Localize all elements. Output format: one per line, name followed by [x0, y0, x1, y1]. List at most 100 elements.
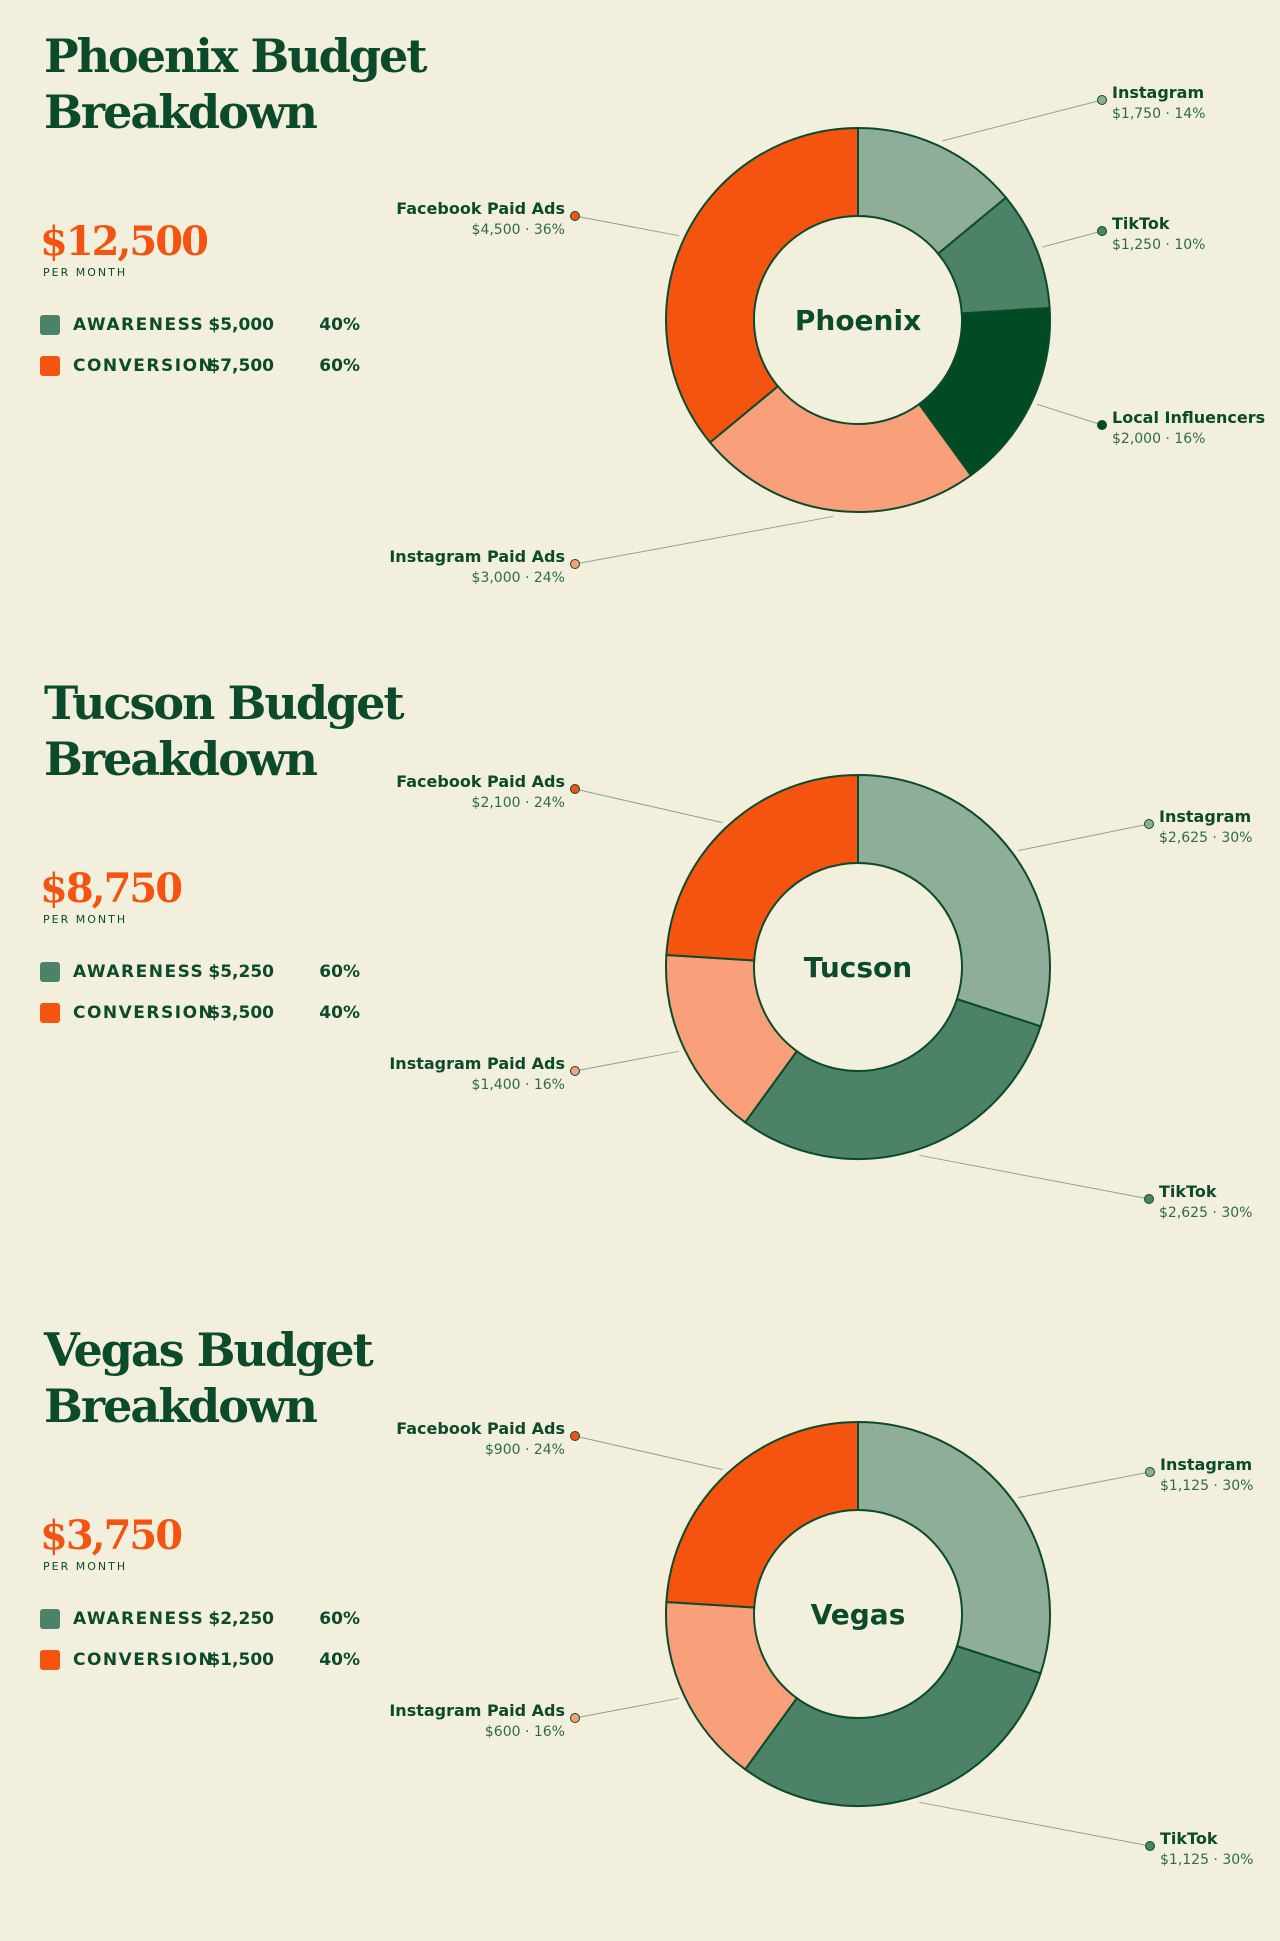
instagram-paid-ads-value-label: $3,000 · 24%: [472, 570, 565, 586]
legend-amount: $5,000: [208, 315, 274, 335]
facebook-paid-ads-value-label: $2,100 · 24%: [472, 795, 565, 811]
instagram-label: Instagram: [1160, 1455, 1252, 1474]
instagram-paid-ads-leader-line: [574, 1697, 679, 1719]
instagram-slice: [857, 773, 1051, 1028]
conversion-swatch: [40, 1003, 60, 1023]
category-legend: AWARENESS $2,250 60% CONVERSION $1,500 4…: [40, 1607, 360, 1689]
local-influencers-marker-dot: [1097, 420, 1107, 430]
tucson-donut-chart: Instagram $2,625 · 30% TikTok $2,625 · 30% I…: [389, 772, 1252, 1221]
legend-label: AWARENESS: [73, 1609, 205, 1629]
tiktok-slice: [743, 1644, 1042, 1807]
tiktok-label: TikTok: [1159, 1182, 1217, 1201]
awareness-swatch: [40, 315, 60, 335]
legend-percent: 60%: [319, 356, 360, 376]
instagram-marker-dot: [1144, 819, 1154, 829]
monthly-total: $3,750: [40, 1512, 183, 1559]
instagram-paid-ads-marker-dot: [570, 1713, 580, 1723]
facebook-paid-ads-label: Facebook Paid Ads: [396, 772, 565, 791]
awareness-swatch: [40, 1609, 60, 1629]
legend-awareness: AWARENESS $5,250 60%: [40, 960, 360, 1001]
instagram-label: Instagram: [1112, 83, 1204, 102]
facebook-paid-ads-value-label: $900 · 24%: [485, 1442, 565, 1458]
instagram-paid-ads-marker-dot: [570, 1066, 580, 1076]
legend-amount: $2,250: [208, 1609, 274, 1629]
instagram-leader-line: [1018, 1471, 1151, 1499]
tiktok-leader-line: [919, 1154, 1150, 1200]
monthly-total: $12,500: [40, 218, 209, 265]
instagram-paid-ads-label: Instagram Paid Ads: [389, 547, 565, 566]
conversion-swatch: [40, 1650, 60, 1670]
instagram-paid-ads-leader-line: [574, 1050, 679, 1072]
instagram-paid-ads-marker-dot: [570, 559, 580, 569]
center-label: Vegas: [811, 1598, 906, 1631]
local-influencers-leader-line: [1037, 403, 1103, 426]
instagram-slice: [857, 1420, 1051, 1675]
tiktok-marker-dot: [1145, 1841, 1155, 1851]
legend-label: AWARENESS: [73, 962, 205, 982]
legend-percent: 40%: [319, 315, 360, 335]
section-title: Phoenix Budget Breakdown: [44, 29, 428, 139]
tiktok-marker-dot: [1144, 1194, 1154, 1204]
legend-awareness: AWARENESS $5,000 40%: [40, 313, 360, 354]
facebook-paid-ads-marker-dot: [570, 784, 580, 794]
facebook-paid-ads-leader-line: [574, 788, 723, 824]
facebook-paid-ads-marker-dot: [570, 211, 580, 221]
instagram-value-label: $1,750 · 14%: [1112, 106, 1205, 122]
tiktok-slice: [743, 997, 1042, 1160]
facebook-paid-ads-slice: [665, 1420, 859, 1609]
instagram-paid-ads-label: Instagram Paid Ads: [389, 1054, 565, 1073]
tiktok-leader-line: [1041, 230, 1103, 248]
awareness-swatch: [40, 962, 60, 982]
conversion-swatch: [40, 356, 60, 376]
tiktok-value-label: $1,125 · 30%: [1160, 1852, 1253, 1868]
instagram-leader-line: [942, 99, 1103, 142]
per-month-label: PER MONTH: [43, 913, 128, 926]
local-influencers-value-label: $2,000 · 16%: [1112, 431, 1205, 447]
tiktok-value-label: $2,625 · 30%: [1159, 1205, 1252, 1221]
facebook-paid-ads-label: Facebook Paid Ads: [396, 199, 565, 218]
vegas-donut-chart: Instagram $1,125 · 30% TikTok $1,125 · 30% I…: [389, 1419, 1253, 1868]
tiktok-value-label: $1,250 · 10%: [1112, 237, 1205, 253]
legend-awareness: AWARENESS $2,250 60%: [40, 1607, 360, 1648]
instagram-paid-ads-value-label: $1,400 · 16%: [472, 1077, 565, 1093]
legend-percent: 60%: [319, 1609, 360, 1629]
legend-amount: $7,500: [208, 356, 274, 376]
tiktok-leader-line: [919, 1801, 1151, 1847]
legend-conversion: CONVERSION $1,500 40%: [40, 1648, 360, 1689]
instagram-paid-ads-label: Instagram Paid Ads: [389, 1701, 565, 1720]
local-influencers-label: Local Influencers: [1112, 408, 1265, 427]
legend-conversion: CONVERSION $7,500 60%: [40, 354, 360, 395]
tiktok-label: TikTok: [1160, 1829, 1218, 1848]
facebook-paid-ads-marker-dot: [570, 1431, 580, 1441]
legend-amount: $5,250: [208, 962, 274, 982]
instagram-paid-ads-slice: [708, 384, 973, 513]
per-month-label: PER MONTH: [43, 266, 128, 279]
instagram-value-label: $1,125 · 30%: [1160, 1478, 1253, 1494]
legend-label: CONVERSION: [73, 1650, 215, 1670]
legend-percent: 40%: [319, 1650, 360, 1670]
center-label: Phoenix: [795, 304, 921, 337]
monthly-total: $8,750: [40, 865, 183, 912]
phoenix-section: Phoenix Budget Breakdown $12,500 PER MON…: [0, 0, 1280, 647]
category-legend: AWARENESS $5,000 40% CONVERSION $7,500 6…: [40, 313, 360, 395]
facebook-paid-ads-leader-line: [574, 215, 679, 237]
instagram-marker-dot: [1145, 1467, 1155, 1477]
section-title: Tucson Budget Breakdown: [44, 676, 405, 786]
tiktok-marker-dot: [1097, 226, 1107, 236]
legend-conversion: CONVERSION $3,500 40%: [40, 1001, 360, 1042]
instagram-value-label: $2,625 · 30%: [1159, 830, 1252, 846]
facebook-paid-ads-value-label: $4,500 · 36%: [472, 222, 565, 238]
legend-amount: $3,500: [208, 1003, 274, 1023]
instagram-paid-ads-leader-line: [574, 515, 834, 565]
tiktok-label: TikTok: [1112, 214, 1170, 233]
legend-percent: 40%: [319, 1003, 360, 1023]
instagram-paid-ads-value-label: $600 · 16%: [485, 1724, 565, 1740]
facebook-paid-ads-slice: [665, 126, 859, 444]
tucson-section: Tucson Budget Breakdown $8,750 PER MONTH…: [0, 647, 1280, 1294]
category-legend: AWARENESS $5,250 60% CONVERSION $3,500 4…: [40, 960, 360, 1042]
facebook-paid-ads-leader-line: [574, 1435, 723, 1471]
legend-label: CONVERSION: [73, 356, 215, 376]
legend-label: CONVERSION: [73, 1003, 215, 1023]
facebook-paid-ads-slice: [665, 773, 859, 962]
center-label: Tucson: [804, 951, 912, 984]
